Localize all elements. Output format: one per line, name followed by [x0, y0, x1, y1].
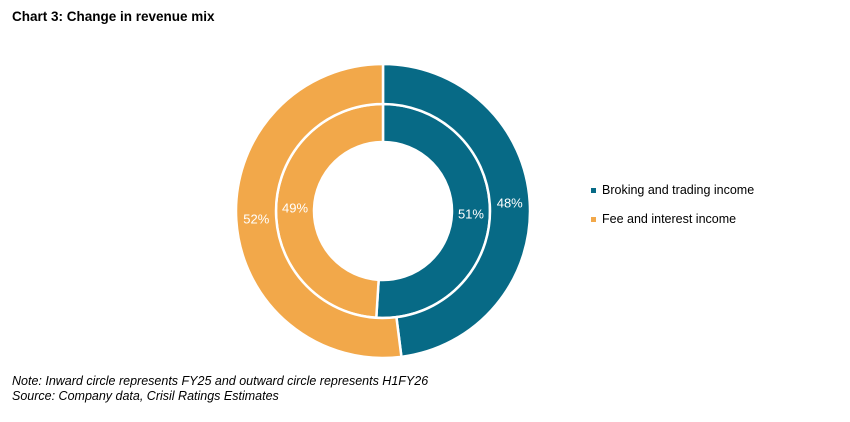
- chart-title: Chart 3: Change in revenue mix: [12, 9, 215, 24]
- fy25-label-fee: 49%: [282, 201, 308, 216]
- footnote: Note: Inward circle represents FY25 and …: [12, 374, 428, 404]
- h1fy26-label-broking: 48%: [497, 196, 523, 211]
- fy25-label-broking: 51%: [458, 206, 484, 221]
- h1fy26-label-fee: 52%: [243, 211, 269, 226]
- legend-label-broking: Broking and trading income: [602, 183, 755, 197]
- legend-swatch-fee: [591, 216, 596, 222]
- legend-label-fee: Fee and interest income: [602, 212, 737, 226]
- source-text: Source: Company data, Crisil Ratings Est…: [12, 389, 279, 403]
- legend-item-fee: Fee and interest income: [591, 209, 754, 229]
- note-text: Note: Inward circle represents FY25 and …: [12, 374, 429, 388]
- h1fy26-slice-fee: [234, 62, 403, 360]
- legend: Broking and trading income Fee and inter…: [591, 180, 754, 238]
- legend-swatch-broking: [591, 187, 596, 193]
- legend-item-broking: Broking and trading income: [591, 180, 754, 200]
- h1fy26-slice-broking: [381, 62, 532, 359]
